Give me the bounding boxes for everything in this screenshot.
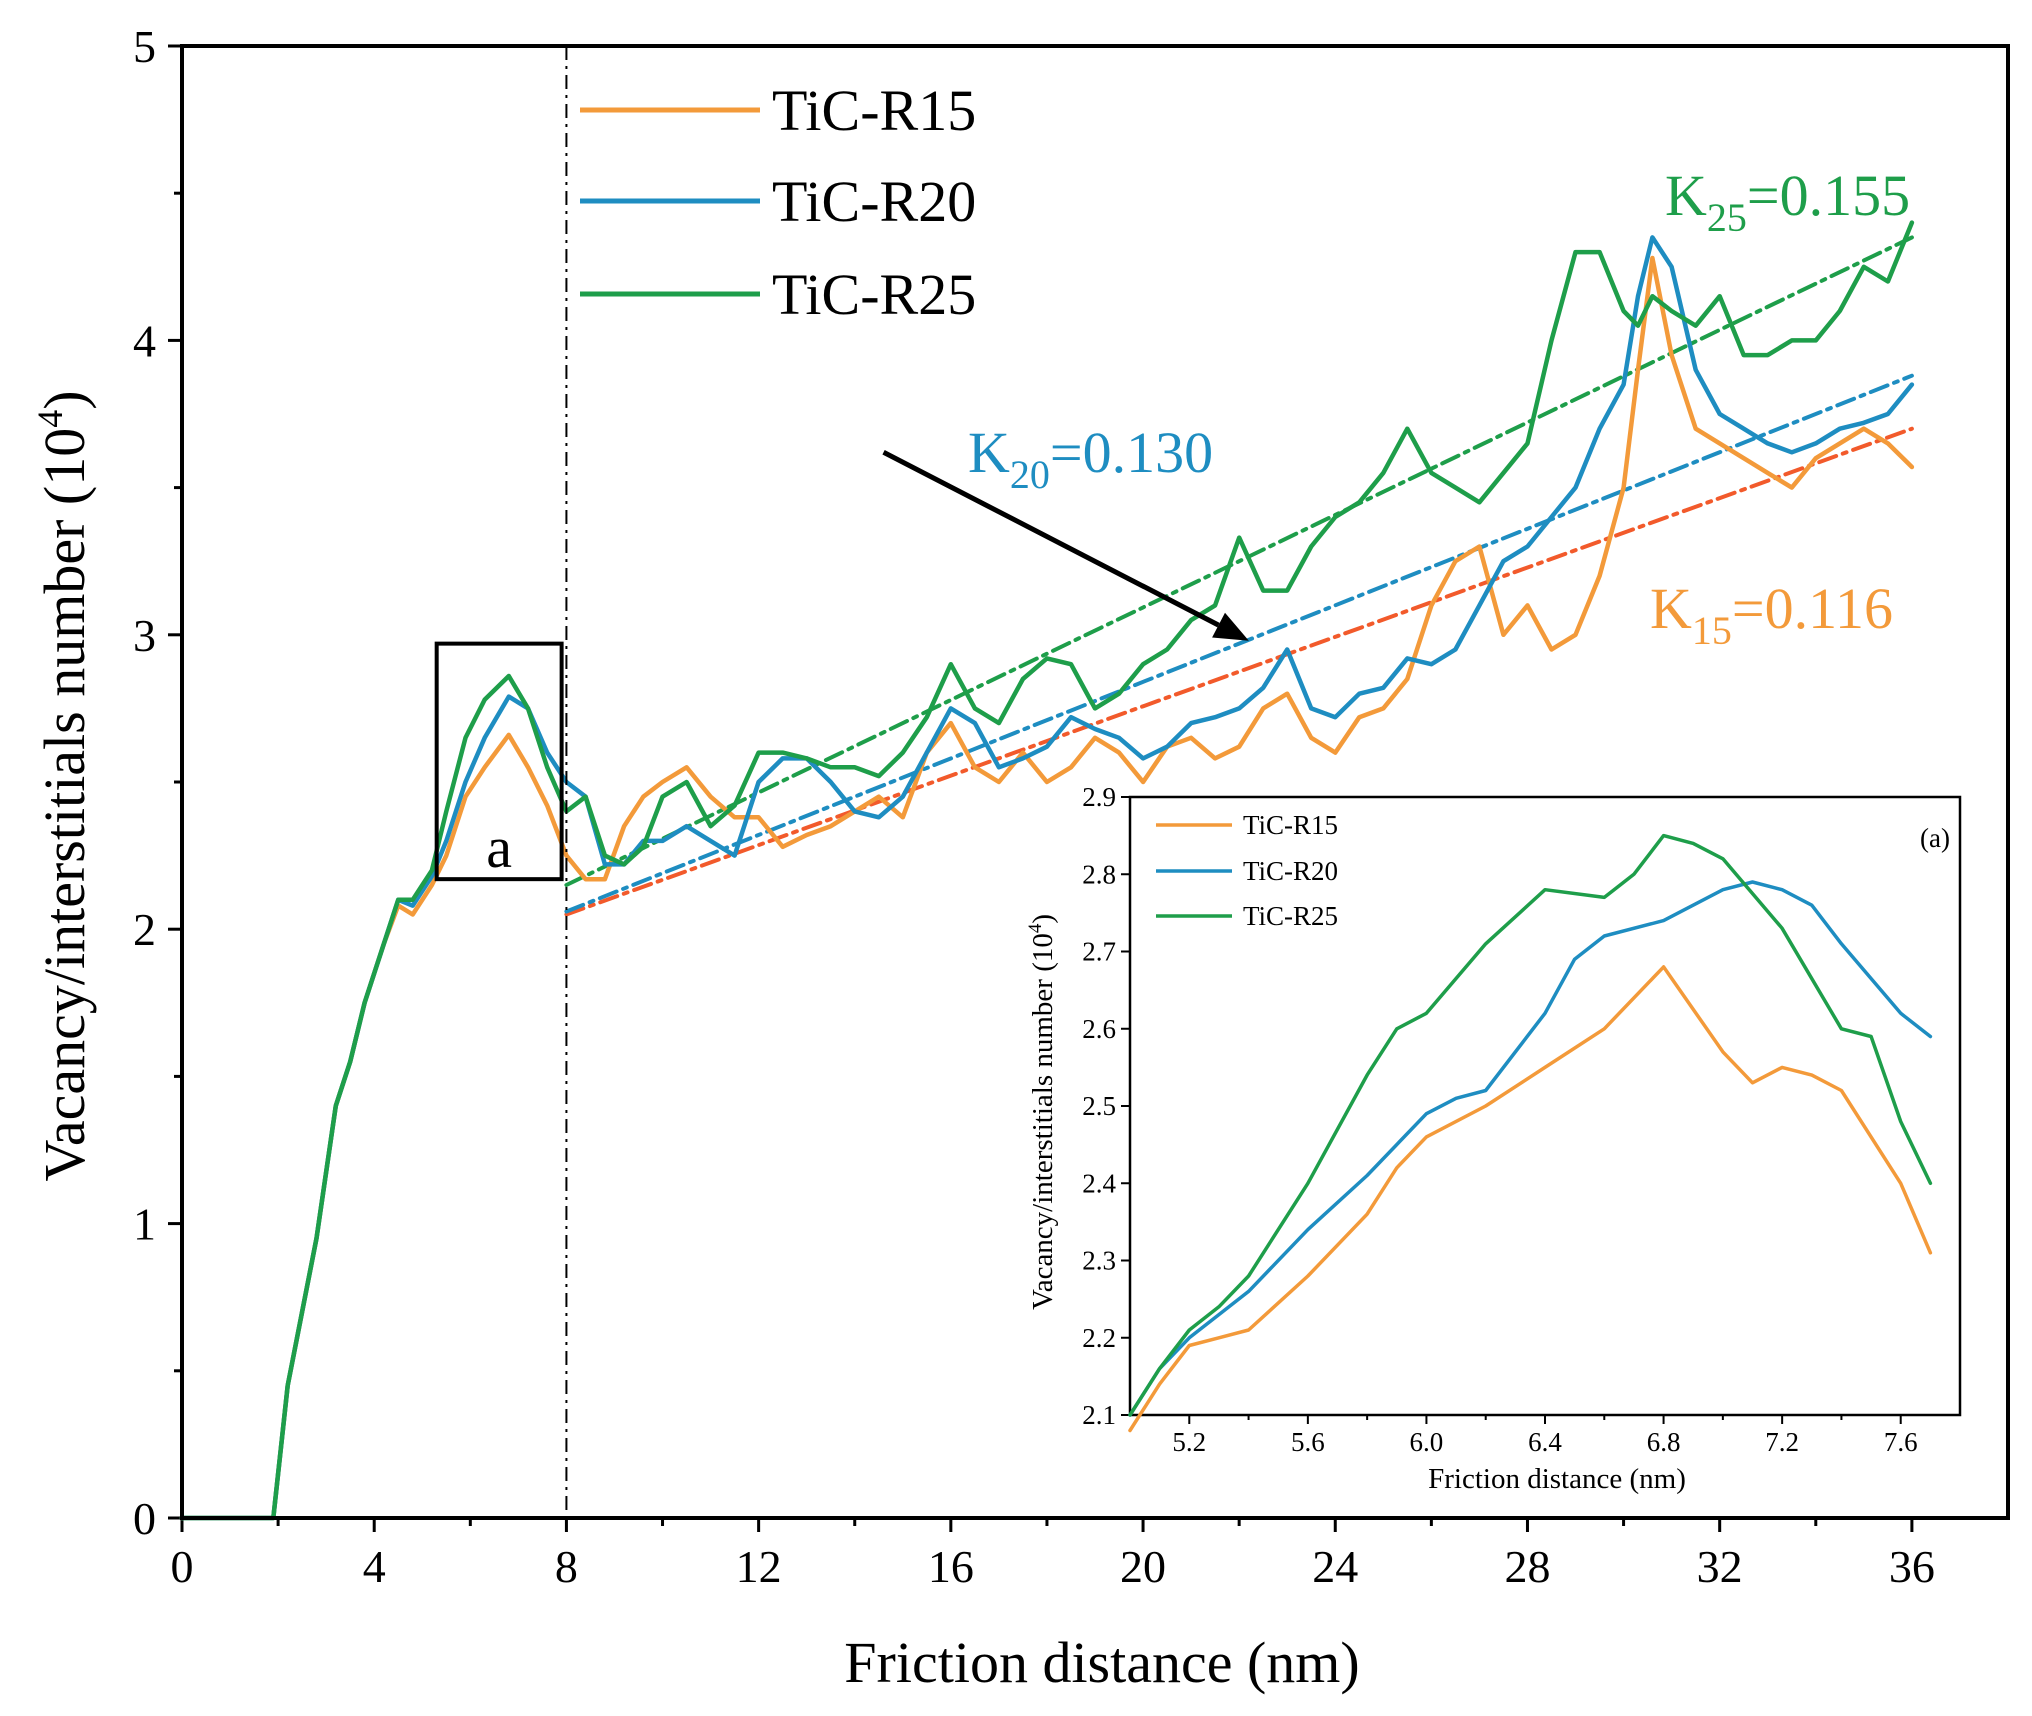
inset-x-tick-label: 6.4 (1528, 1427, 1562, 1457)
main-x-tick-label: 20 (1120, 1541, 1166, 1592)
zoom-box (434, 641, 564, 882)
inset-legend-label-r20: TiC-R20 (1243, 856, 1338, 886)
main-x-axis-title: Friction distance (nm) (844, 1630, 1359, 1695)
inset-y-tick-label: 2.2 (1082, 1323, 1116, 1353)
main-y-tick-label: 5 (133, 21, 156, 72)
series-line-tic-r25 (179, 220, 1915, 1521)
inset-y-tick-label: 2.5 (1082, 1091, 1116, 1121)
main-x-tick-label: 28 (1504, 1541, 1550, 1592)
inset-series-lines (1128, 833, 1933, 1433)
inset-y-axis-title: Vacancy/interstitials number (104) (1025, 914, 1059, 1310)
main-y-tick-label: 1 (133, 1199, 156, 1250)
main-x-tick-label: 36 (1889, 1541, 1935, 1592)
inset-series-line-tic-r15 (1128, 965, 1933, 1433)
main-x-tick-label: 4 (363, 1541, 386, 1592)
zoom-box-label: a (486, 815, 512, 880)
main-y-tick-label: 2 (133, 904, 156, 955)
main-y-axis-title-text: Vacancy/interstitials number (10 (32, 428, 97, 1182)
inset-x-axis-title: Friction distance (nm) (1428, 1463, 1686, 1495)
main-y-tick-label: 3 (133, 610, 156, 661)
k20-arrow (882, 450, 1249, 641)
inset-y-tick-label: 2.8 (1082, 859, 1116, 889)
main-y-tick-label: 0 (133, 1493, 156, 1544)
inset-panel-label: (a) (1920, 823, 1950, 853)
inset-chart: 5.2 5.6 6.0 6.4 6.8 7.2 7.6 2.1 2.2 2.3 2.4 2.5 2.6 2… (1025, 782, 1962, 1495)
k20-annotation: K20=0.130 (968, 420, 1213, 497)
series-line-tic-r15 (179, 255, 1915, 1521)
k15-annotation: K15=0.116 (1650, 576, 1893, 653)
legend-label-r15: TiC-R15 (772, 78, 976, 143)
inset-legend-label-r25: TiC-R25 (1243, 901, 1338, 931)
main-series-lines (179, 220, 1915, 1521)
main-y-axis-title-sup: 4 (30, 410, 70, 428)
inset-legend-label-r15: TiC-R15 (1243, 810, 1338, 840)
inset-legend: TiC-R15 TiC-R20 TiC-R25 (1156, 810, 1338, 931)
inset-series-line-tic-r20 (1128, 880, 1933, 1417)
inset-x-tick-label: 7.2 (1765, 1427, 1799, 1457)
main-fit-lines (564, 235, 1914, 917)
inset-x-tick-label: 5.2 (1172, 1427, 1206, 1457)
k25-annotation: K25=0.155 (1665, 163, 1910, 240)
main-x-tick-label: 24 (1312, 1541, 1358, 1592)
inset-x-tick-label: 6.0 (1410, 1427, 1444, 1457)
main-plot-frame (180, 44, 2010, 1520)
inset-y-tick-label: 2.1 (1082, 1400, 1116, 1430)
main-y-axis-title-close: ) (32, 390, 97, 409)
main-x-tick-label: 0 (171, 1541, 194, 1592)
inset-y-tick-label: 2.4 (1082, 1168, 1116, 1198)
legend-label-r20: TiC-R20 (772, 169, 976, 234)
main-x-tick-label: 12 (736, 1541, 782, 1592)
series-line-tic-r20 (179, 235, 1915, 1521)
inset-tick-labels: 5.2 5.6 6.0 6.4 6.8 7.2 7.6 2.1 2.2 2.3 2.4 2.5 2.6 2… (1082, 782, 1917, 1457)
main-x-tick-label: 8 (555, 1541, 578, 1592)
inset-y-tick-label: 2.9 (1082, 782, 1116, 812)
inset-x-tick-label: 7.6 (1884, 1427, 1918, 1457)
main-x-tick-label: 32 (1697, 1541, 1743, 1592)
inset-y-tick-label: 2.3 (1082, 1246, 1116, 1276)
fit-line (564, 235, 1914, 887)
fit-line (564, 373, 1914, 914)
inset-x-tick-label: 5.6 (1291, 1427, 1325, 1457)
legend-label-r25: TiC-R25 (772, 262, 976, 327)
inset-y-tick-label: 2.7 (1082, 937, 1116, 967)
inset-ticks (1121, 796, 1902, 1424)
main-legend: TiC-R15 TiC-R20 TiC-R25 (580, 78, 976, 327)
inset-x-tick-label: 6.8 (1647, 1427, 1681, 1457)
inset-y-tick-label: 2.6 (1082, 1014, 1116, 1044)
inset-series-line-tic-r25 (1128, 833, 1933, 1417)
main-y-tick-label: 4 (133, 315, 156, 366)
fit-line (564, 426, 1914, 917)
main-y-axis-title: Vacancy/interstitials number (104) (30, 390, 97, 1181)
main-x-tick-label: 16 (928, 1541, 974, 1592)
